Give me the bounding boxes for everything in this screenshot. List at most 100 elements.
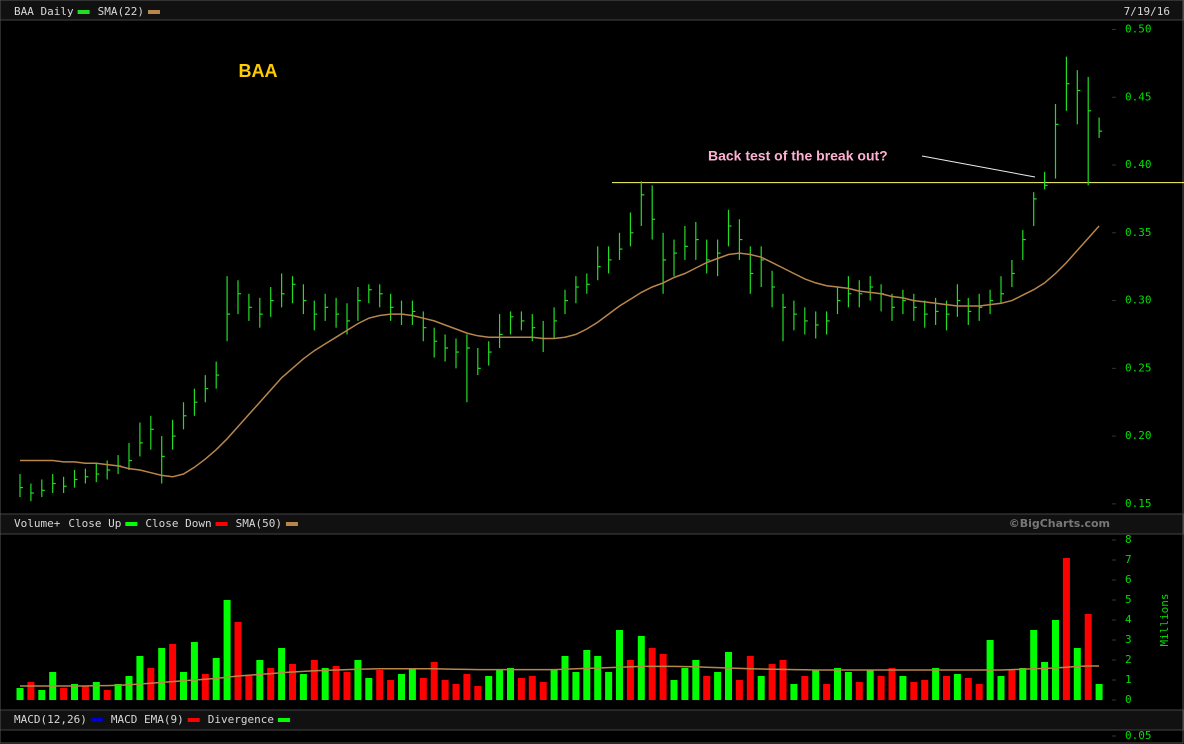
volume-bar bbox=[561, 656, 569, 700]
volume-bar bbox=[943, 676, 950, 700]
volume-bar bbox=[877, 676, 885, 700]
volume-bar bbox=[790, 684, 798, 700]
y-tick-label: 8 bbox=[1125, 533, 1132, 546]
volume-bar bbox=[92, 682, 100, 700]
volume-bar bbox=[321, 668, 329, 700]
volume-bar bbox=[921, 680, 929, 700]
volume-bar bbox=[888, 668, 896, 700]
legend-swatch bbox=[77, 10, 90, 14]
legend-swatch bbox=[215, 522, 228, 526]
volume-bar bbox=[616, 630, 623, 700]
sma-line bbox=[20, 225, 1100, 478]
volume-bar bbox=[975, 684, 983, 700]
volume-bar bbox=[60, 688, 68, 700]
volume-bar bbox=[223, 600, 231, 700]
macd-strip bbox=[0, 709, 1184, 731]
legend-swatch bbox=[187, 718, 200, 722]
volume-bar bbox=[594, 656, 602, 700]
volume-bar bbox=[387, 680, 395, 700]
volume-bar bbox=[703, 676, 711, 700]
volume-bar bbox=[180, 672, 187, 700]
volume-bar bbox=[147, 668, 155, 700]
volume-bar bbox=[278, 648, 286, 700]
legend-title: Volume+ bbox=[14, 517, 61, 530]
volume-bar bbox=[1084, 614, 1092, 700]
y-tick-label: 0.45 bbox=[1125, 90, 1152, 103]
volume-bar bbox=[136, 656, 144, 700]
volume-bar bbox=[419, 678, 427, 700]
volume-bar bbox=[496, 670, 504, 700]
volume-bar bbox=[1041, 662, 1049, 700]
volume-bar bbox=[517, 678, 525, 700]
volume-bar bbox=[365, 678, 373, 700]
volume-bar bbox=[485, 676, 493, 700]
volume-bar bbox=[844, 672, 852, 700]
volume-bar bbox=[1030, 630, 1038, 700]
legend-label: MACD EMA(9) bbox=[111, 713, 184, 726]
y-tick-label: 0.40 bbox=[1125, 158, 1152, 171]
legend-label: MACD(12,26) bbox=[14, 713, 87, 726]
volume-bar bbox=[245, 676, 253, 700]
volume-bar bbox=[114, 684, 122, 700]
legend-label: Divergence bbox=[208, 713, 274, 726]
legend-swatch bbox=[147, 10, 160, 14]
y-tick-label: 0.50 bbox=[1125, 22, 1152, 35]
volume-bar bbox=[812, 670, 820, 700]
y-tick-label: 0.05 bbox=[1125, 729, 1152, 742]
volume-bar bbox=[550, 670, 558, 700]
y-tick-label: 1 bbox=[1125, 673, 1132, 686]
volume-bar bbox=[637, 636, 645, 700]
volume-bar bbox=[626, 660, 634, 700]
volume-bar bbox=[899, 676, 907, 700]
date: 7/19/16 bbox=[1124, 5, 1170, 18]
volume-bar bbox=[376, 670, 384, 700]
volume-bar bbox=[1095, 684, 1103, 700]
volume-bar bbox=[310, 660, 318, 700]
volume-bar bbox=[507, 668, 514, 700]
y-tick-label: 0.20 bbox=[1125, 429, 1152, 442]
y-tick-label: 2 bbox=[1125, 653, 1132, 666]
volume-bar bbox=[735, 680, 743, 700]
volume-bar bbox=[1052, 620, 1059, 700]
annotation-text: Back test of the break out? bbox=[708, 148, 888, 164]
volume-bar bbox=[256, 660, 264, 700]
volume-bar bbox=[430, 662, 438, 700]
volume-bar bbox=[16, 688, 24, 700]
volume-bar bbox=[398, 674, 405, 700]
legend-swatch bbox=[285, 522, 298, 526]
volume-bar bbox=[823, 684, 831, 700]
volume-bar bbox=[1073, 648, 1081, 700]
volume-bar bbox=[158, 648, 166, 700]
legend-label: Close Up bbox=[68, 517, 121, 530]
volume-bar bbox=[692, 660, 700, 700]
y-tick-label: 0.15 bbox=[1125, 497, 1152, 510]
volume-bar bbox=[27, 682, 35, 700]
volume-bar bbox=[757, 676, 765, 700]
volume-bar bbox=[125, 676, 133, 700]
volume-bar bbox=[463, 674, 471, 700]
volume-bar bbox=[583, 650, 591, 700]
volume-bar bbox=[234, 622, 242, 700]
volume-bar bbox=[714, 672, 722, 700]
y-axis-label: Millions bbox=[1158, 594, 1171, 647]
volume-bar bbox=[343, 672, 351, 700]
y-tick-label: 0 bbox=[1125, 693, 1132, 706]
volume-bar bbox=[354, 660, 362, 700]
symbol-label: BAA bbox=[239, 61, 278, 81]
volume-bar bbox=[289, 664, 296, 700]
legend-label: SMA(22) bbox=[98, 5, 144, 18]
legend-swatch bbox=[90, 718, 103, 722]
volume-bar bbox=[190, 642, 198, 700]
y-tick-label: 6 bbox=[1125, 573, 1132, 586]
y-tick-label: 5 bbox=[1125, 593, 1132, 606]
volume-bar bbox=[201, 674, 209, 700]
volume-bar bbox=[299, 674, 307, 700]
volume-bar bbox=[441, 680, 449, 700]
volume-bar bbox=[725, 652, 732, 700]
volume-bar bbox=[932, 668, 940, 700]
legend-swatch bbox=[277, 718, 290, 722]
volume-bar bbox=[474, 686, 482, 700]
volume-bar bbox=[855, 682, 863, 700]
